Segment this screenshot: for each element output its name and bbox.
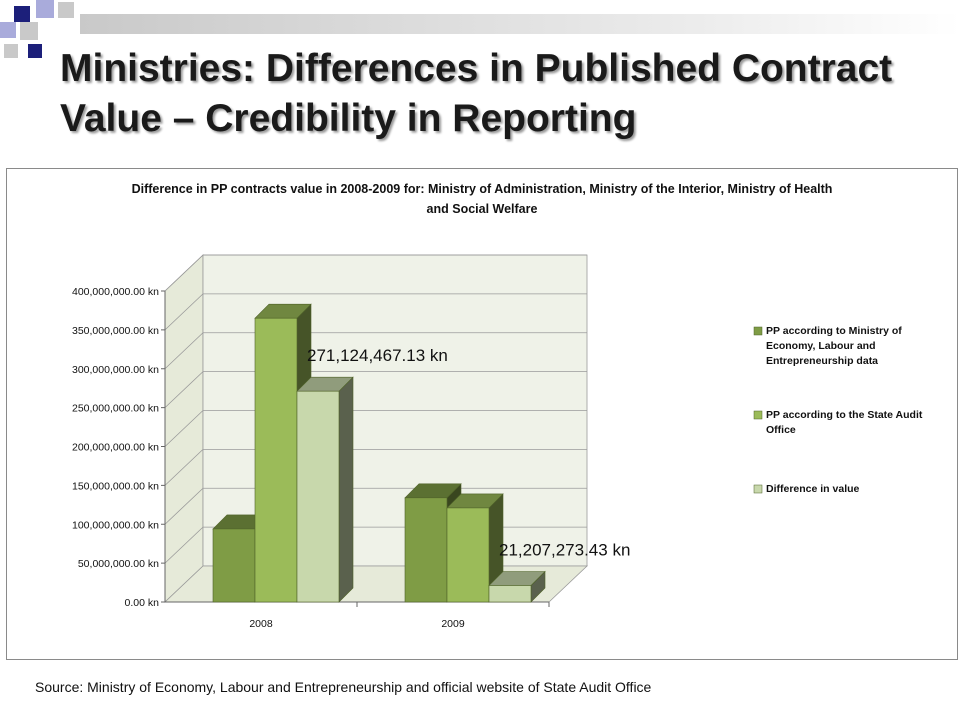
slide-title: Ministries: Differences in Published Con…: [60, 47, 893, 140]
bar-2008-s3: [296, 390, 340, 603]
gridline: [164, 448, 587, 486]
chart-title-line: Difference in PP contracts value in 2008…: [132, 182, 833, 196]
x-tick-label: 2008: [249, 618, 273, 630]
chart-frame: Difference in PP contracts value in 2008…: [6, 168, 958, 660]
y-tick-label: 250,000,000.00 kn: [72, 403, 159, 415]
legend-swatch-s2: [753, 410, 763, 420]
legend-label: Office: [766, 424, 796, 436]
y-tick-label: 150,000,000.00 kn: [72, 480, 159, 492]
gridline: [164, 371, 587, 408]
data-label: 271,124,467.13 kn: [307, 346, 448, 365]
bar-2008-s1: [212, 528, 256, 603]
deco-square-navy-top: [14, 6, 30, 22]
y-tick-label: 200,000,000.00 kn: [72, 442, 159, 454]
y-tick-label: 350,000,000.00 kn: [72, 325, 159, 337]
x-tick-label: 2009: [441, 618, 465, 630]
y-tick-label: 400,000,000.00 kn: [72, 286, 159, 298]
deco-square-navy-bottom: [28, 44, 42, 58]
y-tick-label: 100,000,000.00 kn: [72, 519, 159, 531]
deco-square-lavender-top: [36, 0, 54, 18]
legend-label: PP according to the State Audit: [766, 409, 923, 421]
bar-2009-s2: [446, 507, 490, 603]
legend-label: PP according to Ministry of: [766, 325, 902, 337]
chart-title-line: and Social Welfare: [427, 202, 538, 216]
gridline: [164, 254, 587, 292]
data-label: 21,207,273.43 kn: [499, 541, 630, 560]
legend-label: Difference in value: [766, 483, 860, 495]
legend-swatch-s1: [753, 326, 763, 336]
deco-header-bar: [80, 14, 960, 34]
gridline: [164, 410, 587, 447]
deco-square-grey-mid: [20, 22, 38, 40]
bar-2009-s1: [404, 497, 448, 603]
bar-2009-s3: [488, 585, 532, 603]
bar-2008-s2: [254, 317, 298, 603]
deco-square-lavender-left: [0, 22, 16, 38]
deco-square-grey-top: [58, 2, 74, 18]
y-tick-label: 50,000,000.00 kn: [78, 558, 159, 570]
y-tick-label: 300,000,000.00 kn: [72, 364, 159, 376]
legend-swatch-s3: [753, 484, 763, 494]
legend-label: Economy, Labour and: [766, 340, 875, 352]
bar-chart: Difference in PP contracts value in 2008…: [72, 182, 923, 630]
source-note: Source: Ministry of Economy, Labour and …: [35, 679, 652, 695]
deco-square-lavender-bottom: [4, 44, 18, 58]
legend-label: Entrepreneurship data: [766, 355, 878, 367]
gridline: [164, 332, 587, 370]
gridline: [164, 293, 587, 331]
y-tick-label: 0.00 kn: [125, 597, 160, 609]
bar-side-2008-s3: [338, 376, 354, 603]
